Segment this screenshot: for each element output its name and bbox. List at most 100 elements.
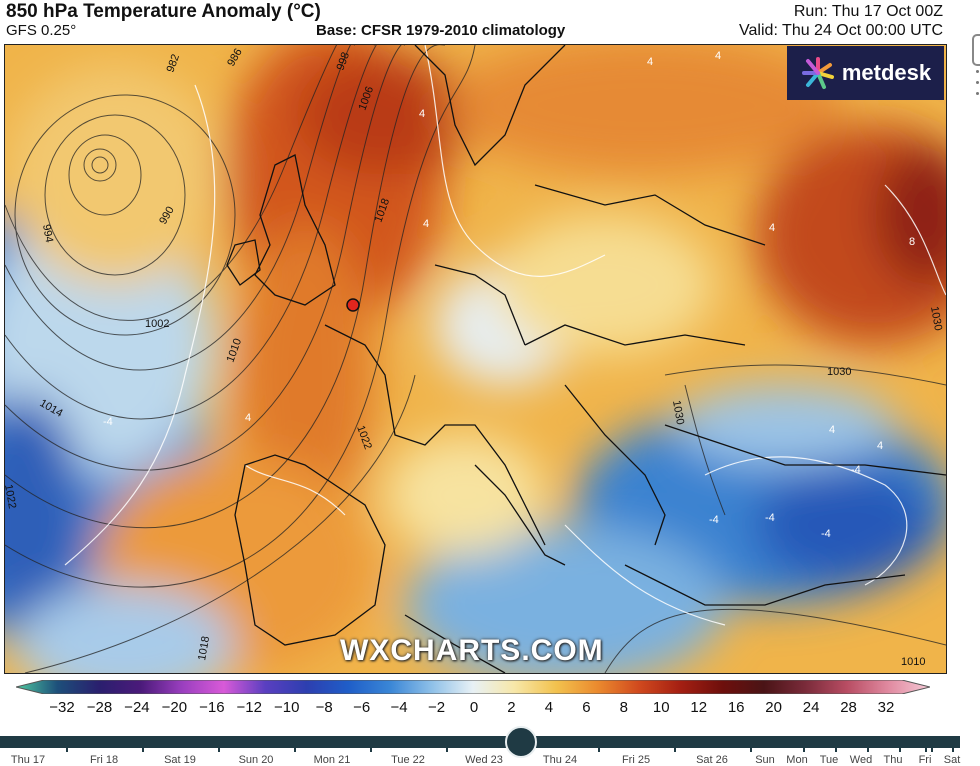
timeline-tick (803, 746, 805, 752)
timeline-tick (835, 746, 837, 752)
anomaly-label: -4 (765, 512, 775, 524)
map-canvas: 982 986 990 994 998 1002 1006 1010 1014 … (5, 45, 946, 673)
colorbar-tick-labels: −32 −28 −24 −20 −16 −12 −10 −8 −6 −4 −2 0 2 4 6 8 10 12 16… (0, 697, 980, 719)
timeline-track[interactable] (0, 736, 960, 748)
timeline-slider-knob[interactable] (505, 726, 537, 758)
timeline-tick (674, 746, 676, 752)
isobar-lines (5, 45, 946, 673)
colorbar-tick-label: −10 (273, 699, 300, 716)
colorbar-tick-label: 12 (690, 699, 708, 716)
anomaly-label: 4 (877, 440, 883, 452)
isobar-label: 994 (40, 223, 55, 243)
timeline-day-label[interactable]: Fri 25 (621, 754, 651, 766)
timeline-tick (598, 746, 600, 752)
colorbar-tick-label: −12 (236, 699, 262, 716)
isobar-label: 998 (335, 51, 353, 72)
timeline-day-label[interactable]: Wed 23 (465, 754, 503, 766)
timeline-day-label[interactable]: Fri 18 (89, 754, 119, 766)
anomaly-label: 4 (715, 50, 721, 62)
colorbar-tick-label: −8 (315, 699, 333, 716)
colorbar-tick-label: 28 (840, 699, 857, 716)
colorbar-tick-label: 8 (619, 699, 628, 716)
timeline-day-label[interactable]: Thu 24 (542, 754, 578, 766)
model-label: GFS 0.25° (6, 22, 77, 39)
side-panel-button[interactable] (972, 34, 980, 66)
anomaly-label: 4 (829, 424, 835, 436)
timeline-day-label[interactable]: Sat (943, 754, 961, 766)
wxcharts-watermark: WXCHARTS.COM (340, 634, 604, 667)
run-time-label: Run: Thu 17 Oct 00Z (793, 3, 943, 20)
anomaly-contours (64, 45, 946, 626)
isobar-label: 1030 (928, 305, 944, 331)
colorbar-tick-label: 32 (877, 699, 895, 716)
timeline-tick (446, 746, 448, 752)
coastlines (226, 45, 946, 673)
timeline-tick (925, 746, 927, 752)
timeline-tick (142, 746, 144, 752)
colorbar-tick-label: −6 (353, 699, 371, 716)
isobar-label: 1030 (670, 399, 686, 425)
timeline-tick (522, 746, 524, 752)
colorbar-tick-label: 16 (727, 699, 745, 716)
colorbar-tick-label: −4 (390, 699, 408, 716)
isobar-label: 1010 (901, 656, 925, 668)
timeline-tick (66, 746, 68, 752)
anomaly-label: 4 (769, 222, 775, 234)
climatology-base-label: Base: CFSR 1979-2010 climatology (316, 22, 566, 39)
colorbar-tick-label: 2 (507, 699, 516, 716)
timeline-day-label[interactable]: Mon 21 (313, 754, 351, 766)
colorbar-tick-label: −2 (427, 699, 446, 716)
isobar-label: 982 (165, 53, 183, 74)
timeline-tick (931, 746, 933, 752)
timeline-day-label[interactable]: Tue 22 (391, 754, 425, 766)
location-marker-icon[interactable] (346, 298, 360, 312)
timeline-tick (370, 746, 372, 752)
timeline-tick (952, 746, 954, 752)
anomaly-label: -4 (821, 528, 831, 540)
colorbar-tick-label: −20 (161, 699, 188, 716)
timeline-day-label[interactable]: Mon (786, 754, 808, 766)
valid-time-label: Valid: Thu 24 Oct 00:00 UTC (739, 22, 943, 39)
colorbar-tick-label: 4 (544, 699, 554, 716)
metdesk-logo: metdesk (787, 46, 944, 100)
anomaly-label: -4 (851, 464, 861, 476)
timeline-tick (218, 746, 220, 752)
star-burst-icon (801, 57, 834, 89)
timeline-tick (867, 746, 869, 752)
timeline-tick (899, 746, 901, 752)
colorbar (16, 680, 930, 694)
anomaly-label: 4 (245, 412, 251, 424)
anomaly-label: -4 (103, 416, 113, 428)
colorbar-tick-label: −24 (124, 699, 150, 716)
timeline-day-label[interactable]: Sat 19 (164, 754, 196, 766)
timeline-tick (750, 746, 752, 752)
colorbar-tick-label: −28 (86, 699, 113, 716)
colorbar-tick-label: 10 (652, 699, 670, 716)
side-menu-dots-icon[interactable] (976, 70, 980, 103)
isobar-label: 1030 (827, 366, 851, 378)
timeline-day-label[interactable]: Fri (918, 754, 932, 766)
anomaly-label: -4 (709, 514, 719, 526)
anomaly-label: 4 (423, 218, 429, 230)
anomaly-label-group: 4 4 4 -4 8 4 4 -4 -4 -4 -4 4 4 4 (103, 50, 915, 540)
timeline-day-label[interactable]: Sun 20 (238, 754, 274, 766)
isobar-label: 1022 (5, 483, 18, 509)
isobar-label: 1018 (196, 635, 212, 661)
temperature-anomaly-map[interactable]: 982 986 990 994 998 1002 1006 1010 1014 … (4, 44, 947, 674)
isobar-label: 1002 (145, 318, 169, 330)
colorbar-tick-label: 6 (582, 699, 591, 716)
chart-title: 850 hPa Temperature Anomaly (°C) (6, 1, 321, 22)
colorbar-tick-label: −16 (199, 699, 225, 716)
timeline-day-label[interactable]: Wed (849, 754, 873, 766)
timeline-day-label[interactable]: Sat 26 (696, 754, 728, 766)
timeline-day-label[interactable]: Thu (883, 754, 903, 766)
anomaly-label: 8 (909, 236, 915, 248)
anomaly-label: 4 (419, 108, 425, 120)
forecast-timeline[interactable]: Thu 17 Fri 18 Sat 19 Sun 20 Mon 21 Tue 22 Wed … (0, 726, 980, 766)
timeline-day-label[interactable]: Sun (755, 754, 775, 766)
anomaly-label: 4 (647, 56, 653, 68)
colorbar-tick-label: 0 (469, 699, 479, 716)
colorbar-tick-label: −32 (49, 699, 75, 716)
timeline-day-label[interactable]: Thu 17 (10, 754, 46, 766)
timeline-day-label[interactable]: Tue (819, 754, 839, 766)
